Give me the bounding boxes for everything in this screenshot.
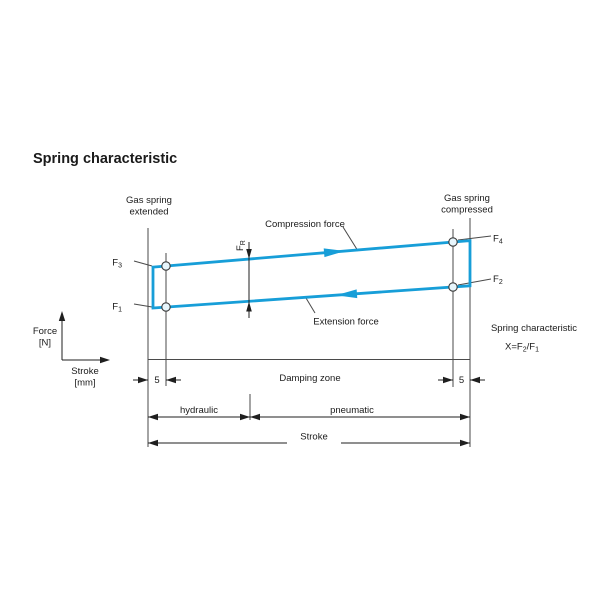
- friction-force-dimension: [246, 242, 252, 318]
- hydraulic-pneumatic-dimension: [148, 413, 470, 421]
- label-f2: F2: [493, 274, 503, 286]
- compression-force-label: Compression force: [265, 219, 345, 230]
- pneumatic-label: pneumatic: [330, 405, 374, 416]
- label-extended-line1: Gas spring: [126, 195, 172, 206]
- label-f1: F1: [112, 302, 122, 314]
- x-axis-unit: [mm]: [74, 378, 95, 389]
- leader-lines: [133, 226, 492, 314]
- leader-f2: [457, 278, 492, 286]
- stroke-axis-arrow-icon: [100, 356, 110, 364]
- label-extended-line2: extended: [129, 207, 168, 218]
- marker-f1: [161, 302, 171, 312]
- damping-right-value: 5: [459, 375, 464, 386]
- legend-heading: Spring characteristic: [491, 323, 577, 334]
- marker-f3: [161, 261, 171, 271]
- leader-f1: [133, 303, 153, 308]
- leader-extension: [305, 297, 316, 314]
- legend-formula: X=F2/F1: [505, 342, 539, 354]
- label-f4: F4: [493, 234, 503, 246]
- y-axis-label: Force: [33, 326, 57, 337]
- leader-compression: [342, 226, 359, 252]
- page-title: Spring characteristic: [33, 151, 177, 167]
- friction-force-label: FR: [235, 240, 247, 251]
- damping-dimension-left: [133, 376, 181, 384]
- hydraulic-label: hydraulic: [180, 405, 218, 416]
- label-compressed-line2: compressed: [441, 205, 493, 216]
- damping-dimension-right: [438, 376, 485, 384]
- marker-f4: [448, 237, 458, 247]
- compression-direction-arrow: [323, 248, 345, 258]
- axes: [58, 311, 110, 364]
- force-point-markers: [161, 237, 458, 312]
- extension-direction-arrow: [336, 289, 358, 299]
- damping-zone-label: Damping zone: [279, 373, 340, 384]
- y-axis-unit: [N]: [39, 338, 51, 349]
- spring-curve-loop: [151, 239, 472, 310]
- x-axis-label: Stroke: [71, 366, 98, 377]
- leader-f4: [457, 235, 492, 241]
- leader-f3: [133, 260, 153, 267]
- marker-f2: [448, 282, 458, 292]
- stroke-dimension: [148, 439, 470, 447]
- force-axis-arrow-icon: [58, 311, 66, 321]
- extension-force-label: Extension force: [313, 317, 378, 328]
- stroke-dimension-label: Stroke: [300, 432, 327, 443]
- label-compressed-line1: Gas spring: [444, 193, 490, 204]
- label-f3: F3: [112, 258, 122, 270]
- damping-left-value: 5: [154, 375, 159, 386]
